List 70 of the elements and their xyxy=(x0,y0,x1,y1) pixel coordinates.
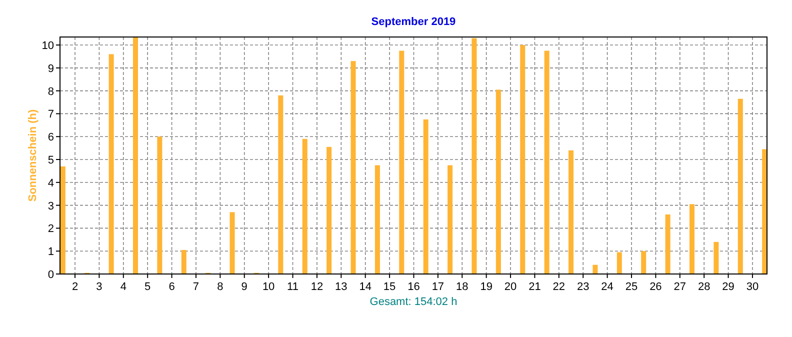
y-tick-label: 5 xyxy=(48,154,54,167)
x-tick-label: 7 xyxy=(192,281,200,293)
bar xyxy=(714,242,719,274)
bar xyxy=(641,251,646,274)
bar xyxy=(423,119,428,274)
bar xyxy=(448,165,453,274)
bar xyxy=(496,90,501,274)
y-tick-label: 7 xyxy=(48,108,54,121)
bar xyxy=(132,37,138,274)
x-tick-label: 12 xyxy=(310,281,324,293)
x-tick-label: 20 xyxy=(504,281,517,293)
x-tick-label: 10 xyxy=(262,281,275,293)
x-tick-label: 15 xyxy=(383,281,396,293)
bar xyxy=(616,252,622,274)
y-tick-label: 0 xyxy=(48,269,54,281)
bar xyxy=(374,165,380,274)
x-tick-label: 18 xyxy=(456,281,468,293)
x-tick-label: 22 xyxy=(552,281,566,293)
y-tick-label: 10 xyxy=(42,40,54,52)
y-tick-label: 8 xyxy=(48,86,54,98)
x-tick-label: 28 xyxy=(698,281,710,293)
bar xyxy=(302,138,308,274)
x-tick-label: 17 xyxy=(432,281,444,293)
bar xyxy=(278,95,284,274)
x-tick-label: 6 xyxy=(168,281,175,293)
x-tick-label: 2 xyxy=(72,281,78,293)
bar xyxy=(689,204,694,274)
y-axis-title: Sonnenschein (h) xyxy=(27,109,39,202)
y-tick-label: 2 xyxy=(48,223,54,236)
x-tick-label: 27 xyxy=(674,281,686,293)
x-tick-label: 30 xyxy=(746,281,759,293)
bar xyxy=(520,45,526,274)
bar xyxy=(738,98,743,274)
x-tick-label: 21 xyxy=(528,281,541,293)
x-tick-label: 16 xyxy=(408,281,420,293)
x-tick-label: 3 xyxy=(96,281,102,293)
y-tick-label: 3 xyxy=(48,200,54,212)
y-tick-label: 6 xyxy=(48,132,54,144)
bar xyxy=(544,50,550,274)
bar xyxy=(472,38,477,274)
text: Gesamt: 154:02 h xyxy=(370,296,458,308)
x-tick-label: 24 xyxy=(601,281,614,293)
x-tick-label: 14 xyxy=(359,281,372,293)
y-tick-label: 1 xyxy=(48,246,54,258)
x-tick-label: 29 xyxy=(722,281,734,293)
x-tick-label: 13 xyxy=(335,281,348,293)
bar xyxy=(592,264,598,274)
chart-title: September 2019 xyxy=(371,16,456,28)
x-tick-label: 5 xyxy=(144,281,151,293)
x-tick-label: 4 xyxy=(120,281,126,293)
bar xyxy=(326,146,332,274)
x-tick-label: 19 xyxy=(480,281,492,293)
bar xyxy=(230,212,235,274)
x-tick-label: 25 xyxy=(625,281,638,293)
x-tick-label: 8 xyxy=(217,281,224,293)
bar xyxy=(108,54,114,274)
bar xyxy=(350,61,356,274)
bar xyxy=(762,149,768,274)
bar xyxy=(157,136,162,274)
bar xyxy=(60,166,66,274)
bar xyxy=(399,50,404,274)
bar xyxy=(665,214,670,274)
x-tick-label: 23 xyxy=(576,281,590,293)
x-tick-label: 26 xyxy=(650,281,662,293)
x-tick-label: 9 xyxy=(241,281,248,293)
bar xyxy=(568,150,574,274)
y-tick-label: 4 xyxy=(48,177,54,190)
bar xyxy=(181,250,186,274)
x-tick-label: 11 xyxy=(287,281,298,293)
y-tick-label: 9 xyxy=(48,62,54,75)
